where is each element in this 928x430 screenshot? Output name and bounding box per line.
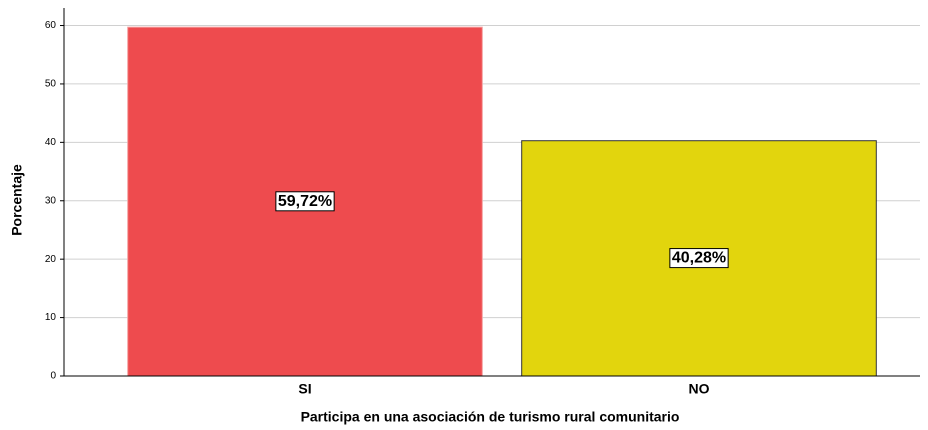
y-tick-label: 30 bbox=[45, 195, 57, 206]
x-tick-label: SI bbox=[298, 381, 311, 397]
y-tick-label: 10 bbox=[45, 312, 57, 323]
y-tick-label: 60 bbox=[45, 20, 57, 31]
x-tick-label: NO bbox=[689, 381, 710, 397]
value-label-box bbox=[275, 191, 335, 212]
value-label-box bbox=[669, 248, 729, 269]
y-tick-label: 20 bbox=[45, 254, 57, 265]
y-tick-label: 40 bbox=[45, 137, 57, 148]
y-axis-title: Porcentaje bbox=[9, 164, 25, 236]
x-axis-title: Participa en una asociación de turismo r… bbox=[301, 409, 680, 425]
y-tick-label: 0 bbox=[50, 371, 56, 382]
value-label: 40,28% bbox=[672, 250, 726, 267]
y-tick-label: 50 bbox=[45, 79, 57, 90]
value-label: 59,72% bbox=[278, 193, 332, 210]
